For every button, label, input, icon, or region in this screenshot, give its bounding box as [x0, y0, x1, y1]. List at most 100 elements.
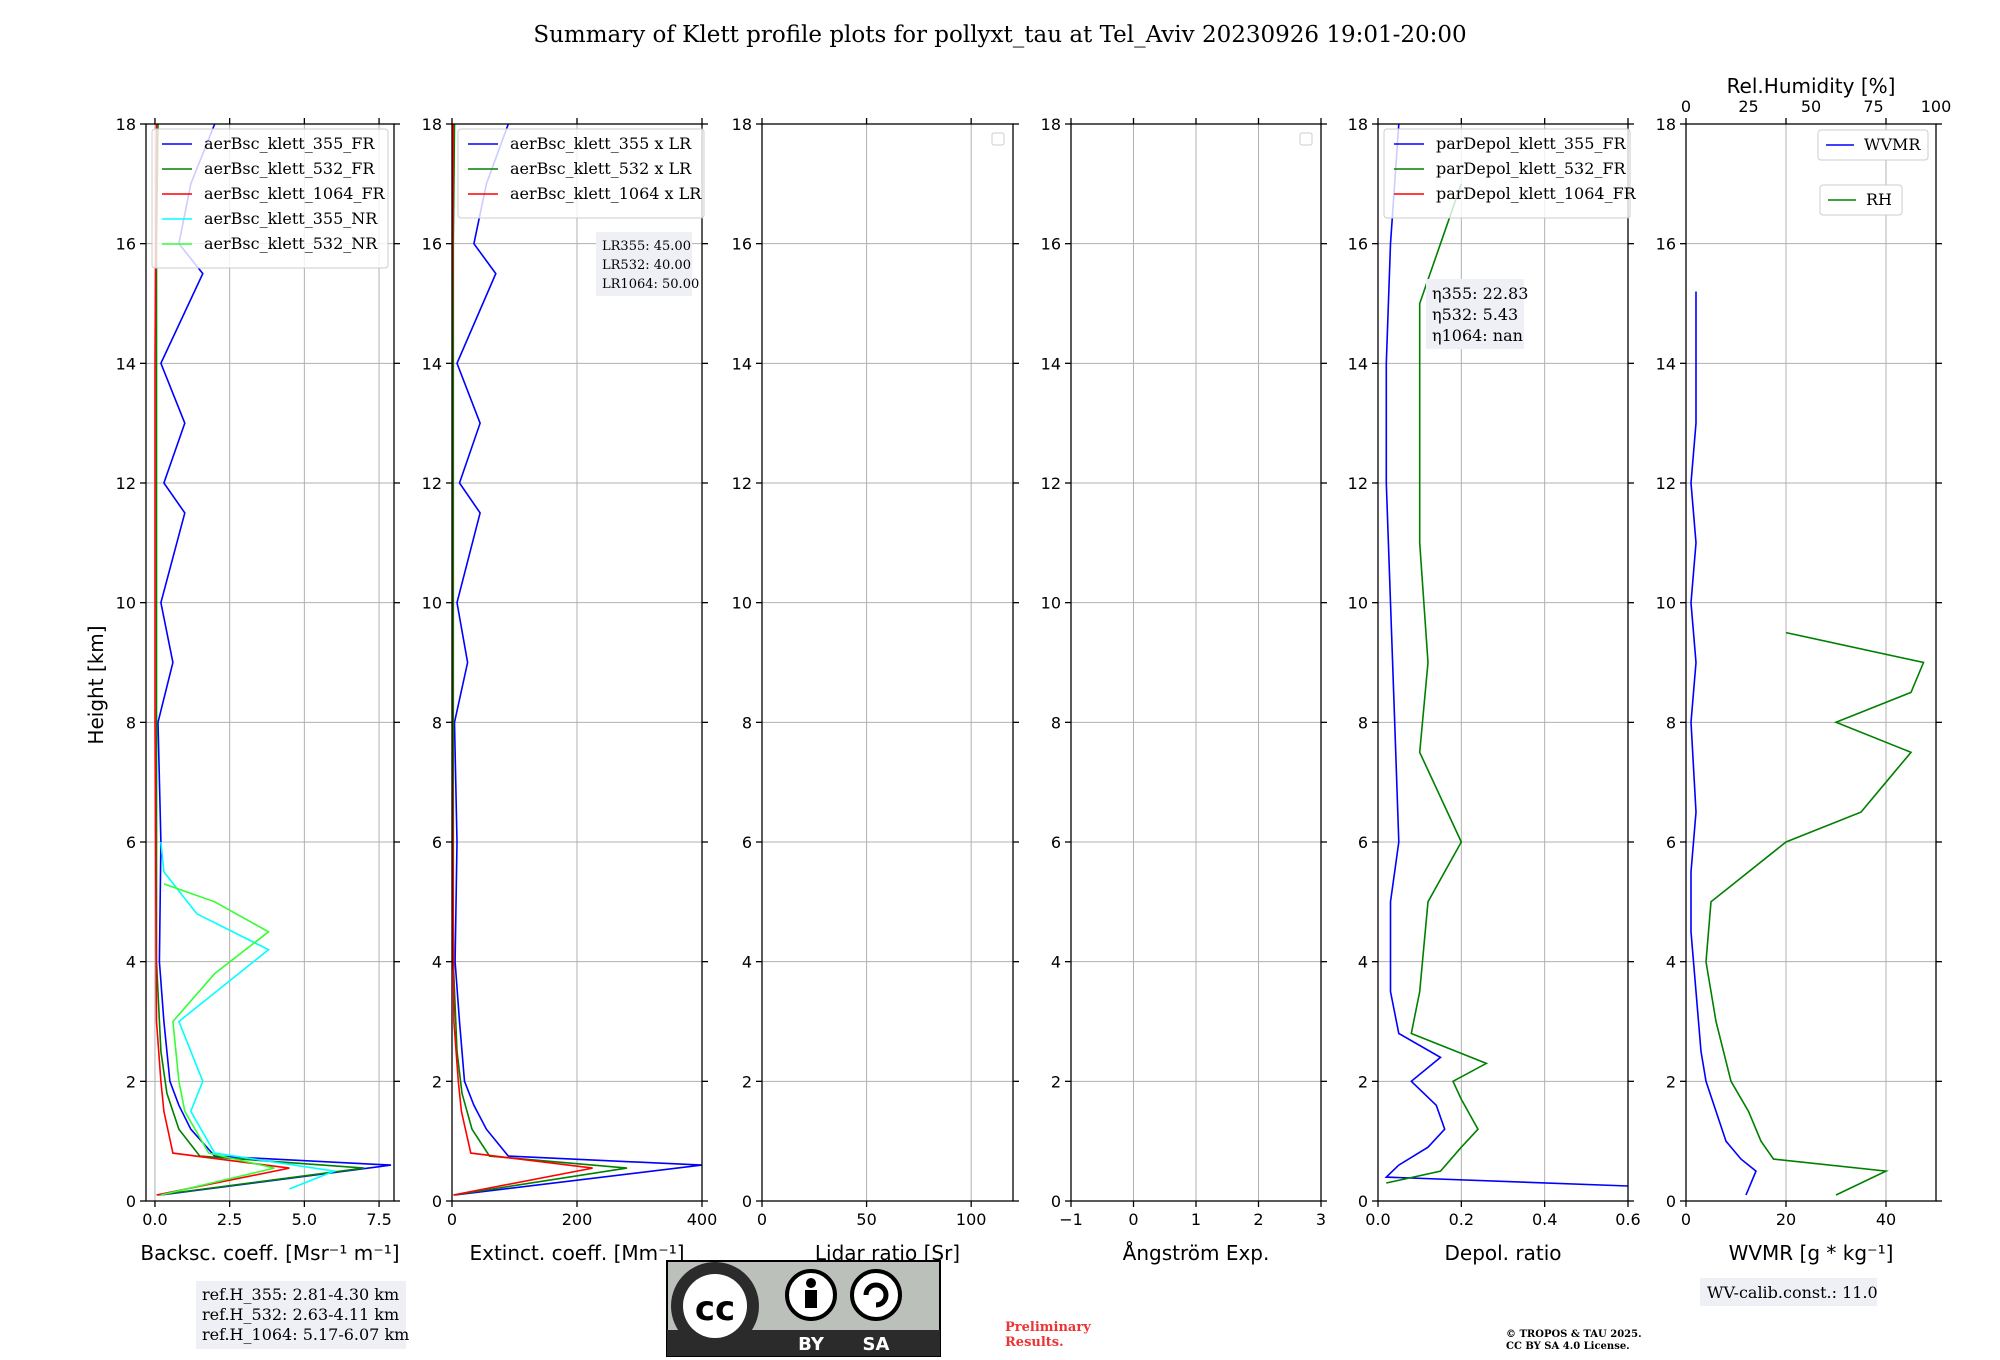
y-tick-label: 8	[1358, 713, 1368, 732]
y-tick-label: 4	[1358, 953, 1368, 972]
legend-box	[457, 128, 705, 219]
y-tick-label: 10	[732, 594, 752, 613]
y-tick-label: 0	[1666, 1192, 1676, 1211]
y-tick-label: 18	[1041, 115, 1061, 134]
y-tick-label: 14	[1348, 354, 1368, 373]
x-tick-label: 0.4	[1532, 1210, 1557, 1229]
top-x-tick-label: 100	[1921, 97, 1952, 116]
x-axis-label: WVMR [g * kg⁻¹]	[1729, 1241, 1894, 1265]
y-tick-label: 0	[126, 1192, 136, 1211]
x-tick-label: 0	[1681, 1210, 1691, 1229]
y-tick-label: 4	[742, 953, 752, 972]
lidar-ratio-value: LR355: 45.00	[602, 239, 691, 254]
ref-height-1064: ref.H_1064: 5.17-6.07 km	[202, 1325, 409, 1344]
y-tick-label: 2	[126, 1072, 136, 1091]
y-tick-label: 0	[742, 1192, 752, 1211]
y-tick-label: 4	[1051, 953, 1061, 972]
y-tick-label: 12	[732, 474, 752, 493]
ref-height-355: ref.H_355: 2.81-4.30 km	[202, 1285, 399, 1304]
y-tick-label: 10	[116, 594, 136, 613]
y-tick-label: 16	[1041, 235, 1061, 254]
cc-license-badge: cc BY SA	[666, 1260, 941, 1357]
y-tick-label: 12	[1041, 474, 1061, 493]
x-tick-label: 0	[757, 1210, 767, 1229]
legend-entry: aerBsc_klett_355_FR	[204, 134, 375, 153]
series-line-parDepol_klett_355_FR	[1384, 124, 1628, 1187]
ref-heights-background	[196, 1281, 406, 1349]
copyright-line-2: CC BY SA 4.0 License.	[1506, 1341, 1630, 1352]
x-tick-label: 20	[1776, 1210, 1796, 1229]
by-icon-body	[805, 1290, 817, 1308]
by-icon-head	[806, 1278, 816, 1288]
y-tick-label: 18	[116, 115, 136, 134]
y-tick-label: 6	[1051, 833, 1061, 852]
series-line-aerBsc_klett_532_NR	[160, 883, 275, 1196]
y-tick-label: 18	[1656, 115, 1676, 134]
y-tick-label: 18	[1348, 115, 1368, 134]
series-line-RH	[1705, 631, 1925, 1196]
y-tick-label: 12	[422, 474, 442, 493]
y-tick-label: 6	[432, 833, 442, 852]
y-tick-label: 16	[732, 235, 752, 254]
legend-entry: aerBsc_klett_532 x LR	[510, 159, 692, 178]
y-tick-label: 2	[1051, 1072, 1061, 1091]
sa-label: SA	[863, 1334, 890, 1355]
lidar-ratio-value: LR532: 40.00	[602, 258, 691, 273]
cc-icon	[683, 1274, 747, 1338]
series-line-aerBsc_klett_1064 x LR	[452, 124, 593, 1196]
y-tick-label: 14	[1041, 354, 1061, 373]
wv-calib-background	[1700, 1278, 1877, 1306]
lidar-ratio-box	[596, 232, 692, 296]
legend-box	[1819, 184, 1903, 216]
x-tick-label: −1	[1059, 1210, 1083, 1229]
x-tick-label: 7.5	[366, 1210, 391, 1229]
x-tick-label: 0.2	[1449, 1210, 1474, 1229]
y-tick-label: 16	[1348, 235, 1368, 254]
y-tick-label: 8	[432, 713, 442, 732]
legend-box	[1383, 128, 1631, 219]
x-axis-label: Depol. ratio	[1444, 1241, 1561, 1265]
eta-value: η532: 5.43	[1432, 305, 1518, 324]
axes-frame	[761, 123, 1014, 1202]
legend-entry: aerBsc_klett_355_NR	[204, 209, 378, 228]
x-tick-label: 100	[956, 1210, 987, 1229]
y-tick-label: 14	[116, 354, 136, 373]
y-tick-label: 8	[1666, 713, 1676, 732]
wvmr-panel: 0 2 4 6 8 10 12 14 16 18 0 20 40 0 25 50 75 100 Rel.Humidi…	[1656, 74, 1952, 1265]
empty-legend-box	[991, 132, 1005, 146]
legend-entry: aerBsc_klett_532_NR	[204, 234, 378, 253]
top-x-axis-label: Rel.Humidity [%]	[1727, 74, 1896, 98]
eta-value: η1064: nan	[1432, 326, 1523, 345]
y-tick-label: 6	[1358, 833, 1368, 852]
wv-calib-text: WV-calib.const.: 11.0	[1707, 1283, 1878, 1302]
x-tick-label: 3	[1316, 1210, 1326, 1229]
x-axis-label: Backsc. coeff. [Msr⁻¹ m⁻¹]	[140, 1241, 399, 1265]
series-line-aerBsc_klett_355_NR	[160, 841, 338, 1190]
y-tick-label: 10	[422, 594, 442, 613]
y-tick-label: 10	[1041, 594, 1061, 613]
legend-box	[151, 128, 389, 269]
y-tick-label: 8	[1051, 713, 1061, 732]
y-tick-label: 16	[116, 235, 136, 254]
x-tick-label: 400	[687, 1210, 718, 1229]
y-tick-label: 18	[422, 115, 442, 134]
by-label: BY	[798, 1334, 825, 1355]
y-tick-label: 6	[1666, 833, 1676, 852]
x-tick-label: 1	[1191, 1210, 1201, 1229]
copyright-line-1: © TROPOS & TAU 2025.	[1506, 1329, 1642, 1340]
y-tick-label: 2	[1358, 1072, 1368, 1091]
y-tick-label: 10	[1348, 594, 1368, 613]
series-line-aerBsc_klett_532 x LR	[452, 124, 628, 1196]
axes-frame	[145, 123, 395, 1202]
x-tick-label: 0	[1128, 1210, 1138, 1229]
y-tick-label: 10	[1656, 594, 1676, 613]
series-line-parDepol_klett_532_FR	[1386, 183, 1489, 1184]
x-tick-label: 5.0	[292, 1210, 317, 1229]
legend-entry: RH	[1866, 190, 1892, 209]
top-x-tick-label: 25	[1738, 97, 1758, 116]
y-tick-label: 12	[1348, 474, 1368, 493]
